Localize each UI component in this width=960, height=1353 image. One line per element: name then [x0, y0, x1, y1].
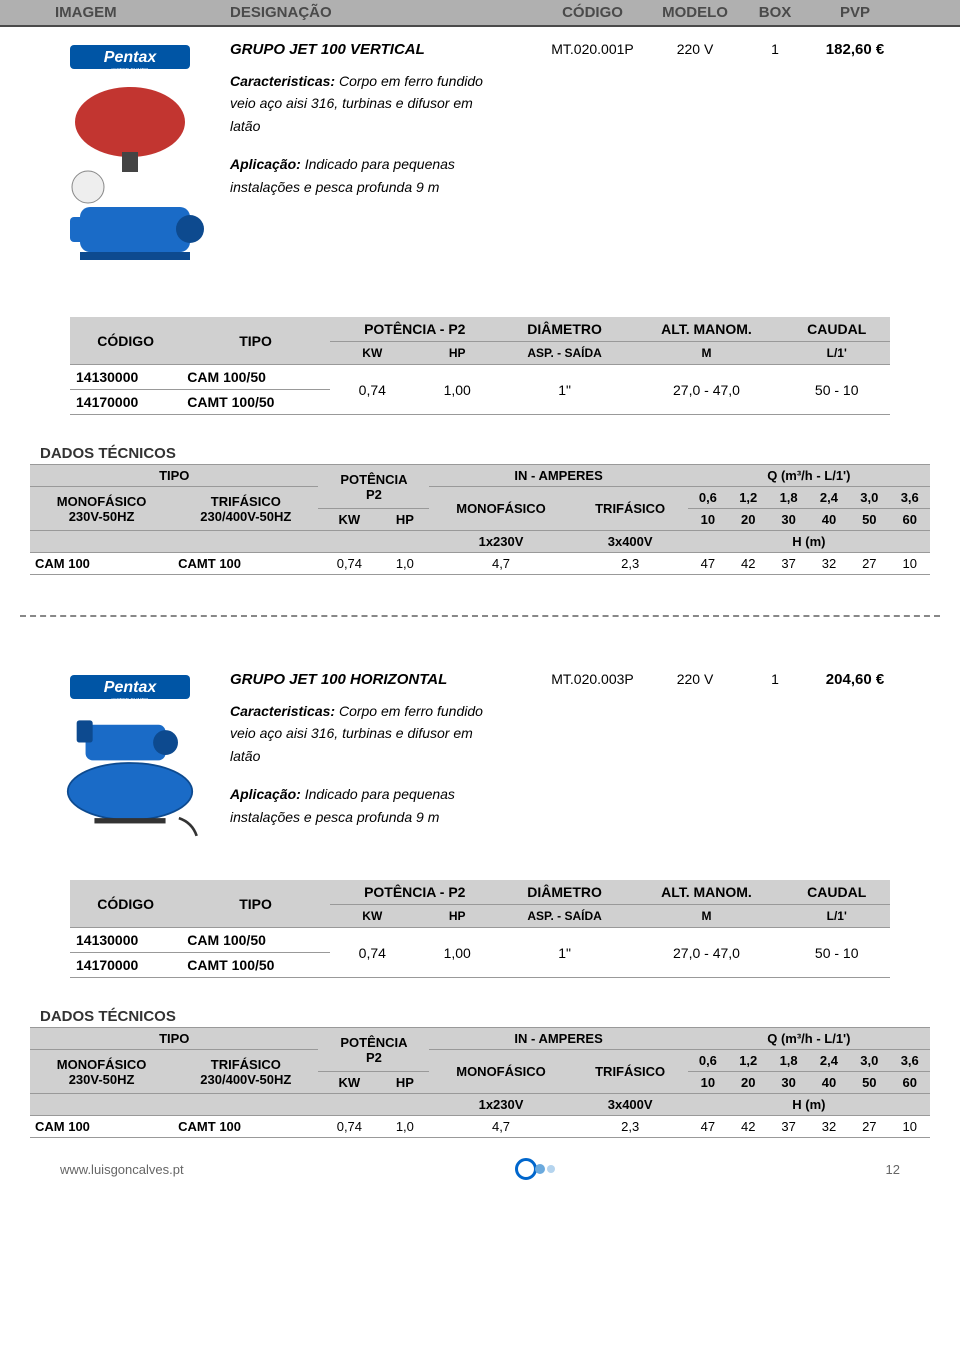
product-2-name: GRUPO JET 100 HORIZONTAL [230, 671, 540, 688]
product-2-code: MT.020.003P [540, 671, 645, 687]
product-2-app: Aplicação: Indicado para pequenas instal… [230, 773, 960, 828]
spec-table-2: CÓDIGO TIPO POTÊNCIA - P2 DIÂMETRO ALT. … [70, 880, 890, 978]
pentax-logo-2: Pentax WATER PUMPS [70, 667, 190, 707]
header-pvp: PVP [805, 4, 905, 21]
product-1-pvp: 182,60 € [805, 41, 905, 58]
dados-row-1: CAM 100 CAMT 100 0,74 1,0 4,7 2,3 47 42 … [30, 553, 930, 575]
header-modelo: MODELO [645, 4, 745, 21]
section-divider [20, 615, 940, 617]
footer-url: www.luisgoncalves.pt [60, 1162, 184, 1177]
product-2-model: 220 V [645, 671, 745, 687]
product-1-name: GRUPO JET 100 VERTICAL [230, 41, 540, 58]
dados-title-2: DADOS TÉCNICOS [40, 1008, 960, 1025]
svg-text:Pentax: Pentax [104, 679, 158, 696]
product-2-box: 1 [745, 671, 805, 687]
header-imagem: IMAGEM [0, 4, 230, 21]
product-1-model: 220 V [645, 41, 745, 57]
product-1-code: MT.020.001P [540, 41, 645, 57]
pump-horizontal-image [50, 707, 210, 840]
product-2: Pentax WATER PUMPS GRUPO JET 100 HORIZON… [0, 657, 960, 860]
spec-row-1: 14130000 CAM 100/50 0,74 1,00 1" 27,0 - … [70, 365, 890, 390]
dados-title-1: DADOS TÉCNICOS [40, 445, 960, 462]
product-1-desc: Caracteristicas: Corpo em ferro fundido … [230, 70, 960, 143]
dados-table-1: TIPO POTÊNCIAP2 IN - AMPERES Q (m³/h - L… [30, 464, 930, 575]
spec-row-1b: 14130000 CAM 100/50 0,74 1,00 1" 27,0 - … [70, 928, 890, 953]
product-1-image: Pentax WATER PUMPS [0, 37, 230, 277]
product-1: Pentax WATER PUMPS GRUPO JET 100 VERTICA… [0, 27, 960, 297]
product-2-desc: Caracteristicas: Corpo em ferro fundido … [230, 700, 960, 773]
footer: www.luisgoncalves.pt 12 [0, 1138, 960, 1200]
product-1-app: Aplicação: Indicado para pequenas instal… [230, 143, 960, 198]
product-1-box: 1 [745, 41, 805, 57]
spec-table-1: CÓDIGO TIPO POTÊNCIA - P2 DIÂMETRO ALT. … [70, 317, 890, 415]
footer-page: 12 [886, 1162, 900, 1177]
header-designacao: DESIGNAÇÃO [230, 4, 540, 21]
product-2-image: Pentax WATER PUMPS [0, 667, 230, 840]
header-box: BOX [745, 4, 805, 21]
footer-logo-icon [515, 1158, 555, 1180]
header-codigo: CÓDIGO [540, 4, 645, 21]
svg-text:WATER PUMPS: WATER PUMPS [112, 698, 149, 704]
pentax-logo: Pentax WATER PUMPS [70, 37, 190, 77]
svg-text:Pentax: Pentax [104, 49, 158, 66]
dados-table-2: TIPO POTÊNCIAP2 IN - AMPERES Q (m³/h - L… [30, 1027, 930, 1138]
dados-row-1b: CAM 100 CAMT 100 0,74 1,0 4,7 2,3 47 42 … [30, 1116, 930, 1138]
table-header: IMAGEM DESIGNAÇÃO CÓDIGO MODELO BOX PVP [0, 0, 960, 27]
svg-text:WATER PUMPS: WATER PUMPS [112, 68, 149, 74]
product-2-pvp: 204,60 € [805, 671, 905, 688]
pump-vertical-image [50, 77, 210, 277]
